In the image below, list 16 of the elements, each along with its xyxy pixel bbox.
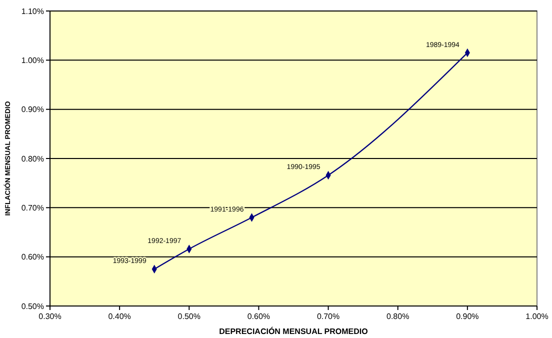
x-tick-label: 0.90% [456, 312, 479, 321]
x-tick-label: 0.60% [247, 312, 270, 321]
x-tick-label: 0.40% [108, 312, 131, 321]
x-tick-label: 0.30% [38, 312, 62, 321]
x-tick-label: 0.50% [178, 312, 200, 321]
y-tick-label: 0.70% [21, 203, 44, 212]
y-tick-label: 1.10% [21, 6, 44, 16]
x-tick-label: 0.80% [386, 312, 410, 321]
x-tick-label: 0.70% [316, 312, 340, 321]
x-axis-title: DEPRECIACIÓN MENSUAL PROMEDIO [219, 326, 368, 336]
y-tick-label: 0.50% [21, 302, 44, 311]
x-tick-label: 1.00% [526, 312, 548, 321]
y-tick-label: 0.60% [21, 252, 44, 262]
y-tick-label: 1.00% [21, 56, 44, 65]
y-tick-label: 0.80% [21, 154, 44, 164]
y-tick-label: 0.90% [21, 105, 44, 114]
